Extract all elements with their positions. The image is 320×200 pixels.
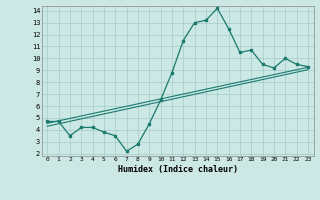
X-axis label: Humidex (Indice chaleur): Humidex (Indice chaleur) xyxy=(118,165,237,174)
